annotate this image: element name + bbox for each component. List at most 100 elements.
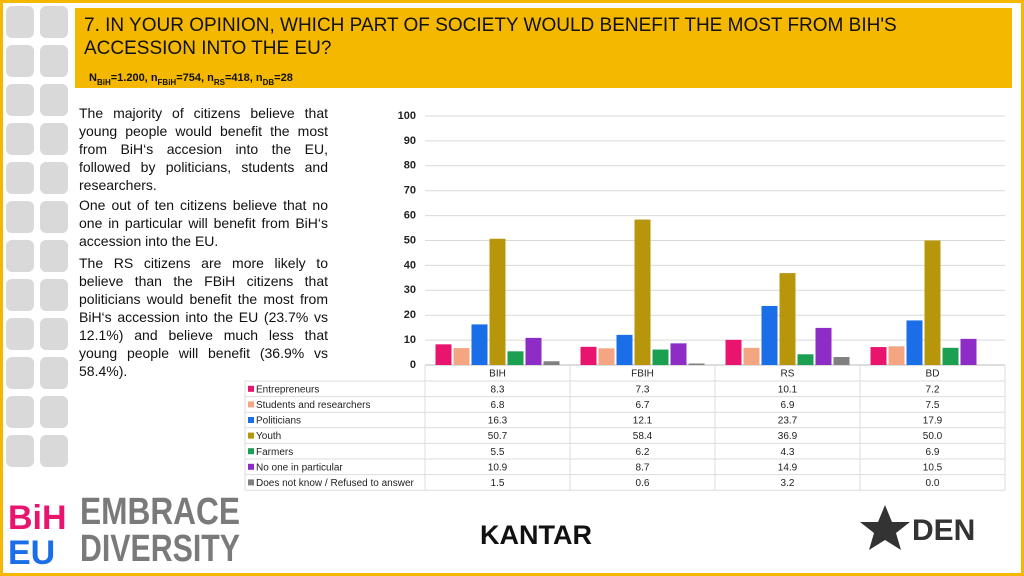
table-value: 6.2 [636, 447, 650, 458]
bar [634, 219, 651, 365]
sample-subscript: RS [214, 78, 226, 87]
pattern-block [6, 123, 34, 155]
logo-bih: BiH [8, 499, 67, 537]
table-value: 8.7 [636, 462, 650, 473]
table-value: 12.1 [633, 416, 653, 427]
legend-label: Students and researchers [256, 400, 371, 411]
sample-subscript: BiH [97, 78, 111, 87]
bar [453, 348, 470, 365]
logo-star [860, 505, 910, 550]
pattern-block [40, 162, 68, 194]
sample-subscript: DB [263, 78, 275, 87]
paragraph: The RS citizens are more likely to belie… [79, 255, 328, 379]
x-tick-label: FBIH [631, 369, 654, 380]
pattern-block [6, 45, 34, 77]
y-tick-label: 50 [404, 234, 416, 246]
legend-swatch [248, 401, 254, 408]
table-value: 10.5 [923, 462, 943, 473]
table-value: 7.5 [926, 400, 940, 411]
logo-embrace: EMBRACE [80, 491, 240, 533]
y-tick-label: 70 [404, 185, 416, 197]
table-value: 3.2 [781, 478, 795, 489]
table-value: 7.3 [636, 384, 650, 395]
table-value: 6.9 [926, 447, 940, 458]
legend-label: Politicians [256, 416, 301, 427]
bar [725, 339, 742, 365]
sample-symbol: N [89, 72, 97, 84]
logo-diversity: DIVERSITY [80, 528, 240, 570]
y-tick-label: 10 [404, 334, 416, 346]
bar [525, 337, 542, 365]
sample-value: =28 [274, 72, 293, 84]
paragraph: One out of ten citizens believe that no … [79, 197, 328, 249]
side-pattern [6, 6, 68, 467]
table-value: 6.8 [491, 400, 505, 411]
chart: 0 10 20 30 40 50 60 70 80 90 100 BIH FBIH RS BD Entrepr… [244, 110, 1006, 491]
y-tick-label: 0 [410, 359, 416, 371]
pattern-block [40, 45, 68, 77]
bar [888, 346, 905, 365]
table-value: 10.9 [488, 462, 508, 473]
legend-label: Does not know / Refused to answer [256, 478, 415, 489]
bar [489, 238, 506, 365]
y-tick-label: 40 [404, 259, 416, 271]
legend-swatch [248, 385, 254, 392]
table-value: 6.7 [636, 400, 650, 411]
bar [815, 327, 832, 365]
header-box [75, 8, 1012, 88]
bar [507, 351, 524, 365]
table-value: 7.2 [926, 384, 940, 395]
bar [761, 305, 778, 365]
pattern-block [6, 6, 34, 38]
legend-swatch [248, 432, 254, 439]
title-line-1: 7. IN YOUR OPINION, WHICH PART OF SOCIET… [84, 15, 897, 36]
pattern-block [40, 123, 68, 155]
table-value: 10.1 [778, 384, 798, 395]
pattern-block [40, 318, 68, 350]
pattern-block [6, 240, 34, 272]
bar [435, 344, 452, 365]
pattern-block [6, 435, 34, 467]
pattern-block [40, 357, 68, 389]
y-tick-label: 60 [404, 210, 416, 222]
table-value: 16.3 [488, 416, 508, 427]
y-tick-label: 90 [404, 135, 416, 147]
pattern-block [40, 240, 68, 272]
legend-swatch [248, 448, 254, 455]
pattern-block [40, 84, 68, 116]
bar [580, 346, 597, 365]
sample-value: =418, [225, 72, 256, 84]
y-tick-label: 100 [398, 110, 416, 122]
bar [960, 338, 977, 365]
table-value: 50.0 [923, 431, 943, 442]
logo-den: DEN [912, 514, 975, 547]
bar [870, 347, 887, 365]
legend-label: Youth [256, 431, 281, 442]
table-value: 5.5 [491, 447, 505, 458]
pattern-block [40, 6, 68, 38]
table-value: 8.3 [491, 384, 505, 395]
bar [779, 273, 796, 365]
sample-value: =754, [176, 72, 207, 84]
pattern-block [6, 84, 34, 116]
bar [670, 343, 687, 365]
sample-symbol: n [151, 72, 158, 84]
bar [942, 347, 959, 365]
table-value: 6.9 [781, 400, 795, 411]
pattern-block [6, 357, 34, 389]
bar [743, 347, 760, 365]
bar [906, 320, 923, 365]
table-value: 0.6 [636, 478, 650, 489]
bar [598, 348, 615, 365]
pattern-block [6, 396, 34, 428]
table-value: 23.7 [778, 416, 798, 427]
x-tick-label: BD [926, 369, 940, 380]
bar [471, 324, 488, 365]
sample-size: NBiH=1.200, nFBiH=754, nRS=418, nDB=28 [89, 72, 293, 87]
sample-subscript: FBiH [158, 78, 177, 87]
pattern-block [40, 396, 68, 428]
logo-kantar: KANTAR [480, 520, 592, 550]
